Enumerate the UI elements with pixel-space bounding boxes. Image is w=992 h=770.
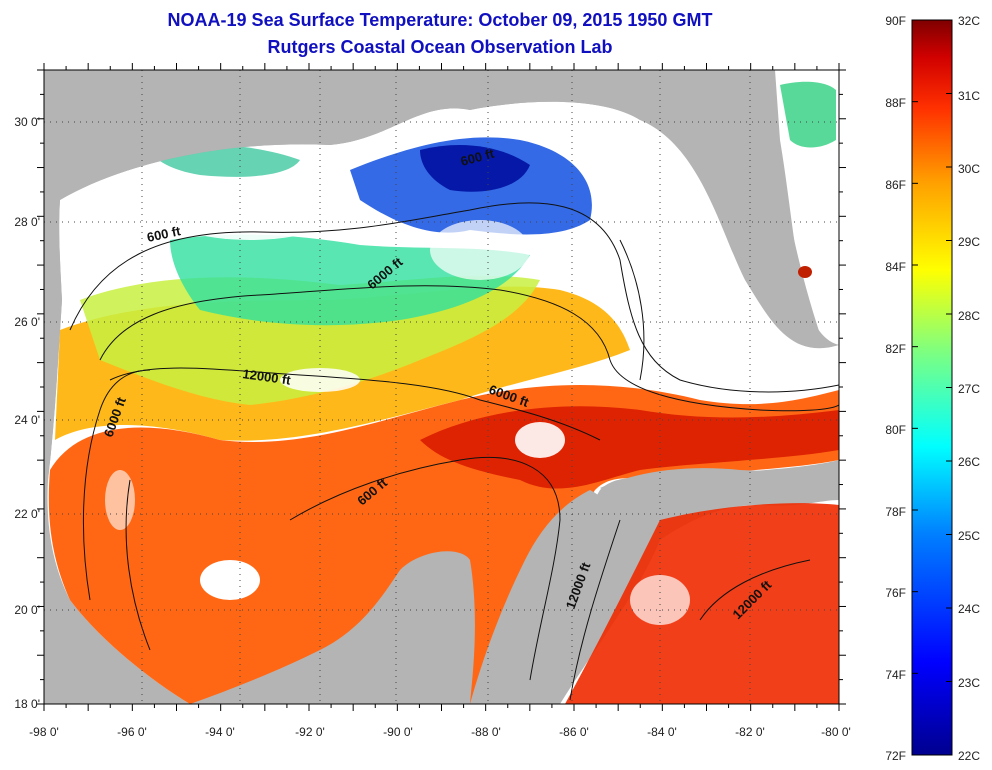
lat-tick-label: 22 0' bbox=[14, 507, 40, 521]
colorbar-f-label: 72F bbox=[885, 749, 906, 763]
colorbar-f-label: 74F bbox=[885, 668, 906, 682]
colorbar-c-label: 31C bbox=[958, 89, 980, 103]
contour-label: 600 ft bbox=[146, 223, 183, 245]
mexico-land bbox=[190, 551, 475, 704]
cloud-patch bbox=[430, 220, 530, 280]
texas-coast-land bbox=[44, 200, 62, 480]
colorbar-c-label: 27C bbox=[958, 382, 980, 396]
lon-tick-label: -90 0' bbox=[383, 725, 413, 739]
colorbar-f-label: 84F bbox=[885, 260, 906, 274]
colorbar-f-label: 78F bbox=[885, 505, 906, 519]
cloud-patch bbox=[160, 180, 340, 240]
cloud-patch bbox=[620, 180, 700, 300]
cloud-patch bbox=[200, 560, 260, 600]
lon-axis-labels: -98 0' -96 0' -94 0' -92 0' -90 0' -88 0… bbox=[29, 725, 851, 739]
colorbar-c-label: 22C bbox=[958, 749, 980, 763]
lon-tick-label: -96 0' bbox=[117, 725, 147, 739]
lon-tick-label: -94 0' bbox=[205, 725, 235, 739]
lon-tick-label: -80 0' bbox=[821, 725, 851, 739]
lon-tick-label: -84 0' bbox=[647, 725, 677, 739]
colorbar-c-label: 23C bbox=[958, 676, 980, 690]
map-body: 600 ft 600 ft 6000 ft 6000 ft 12000 ft 6… bbox=[44, 70, 839, 704]
contour-label: 12000 ft bbox=[242, 366, 293, 388]
lat-tick-label: 26 0' bbox=[14, 315, 40, 329]
sst-caribbean-warm bbox=[565, 503, 839, 704]
sst-coldest-north bbox=[420, 145, 530, 192]
colorbar-f-label: 86F bbox=[885, 178, 906, 192]
lat-tick-label: 24 0' bbox=[14, 413, 40, 427]
graticule bbox=[44, 70, 839, 704]
lat-tick-label: 18 0' bbox=[14, 697, 40, 711]
map-title: NOAA-19 Sea Surface Temperature: October… bbox=[167, 10, 713, 30]
colorbar-c-label: 26C bbox=[958, 455, 980, 469]
bathymetry-contours bbox=[69, 202, 839, 701]
colorbar-f-label: 88F bbox=[885, 96, 906, 110]
colorbar-c-label: 29C bbox=[958, 235, 980, 249]
lat-tick-label: 20 0' bbox=[14, 603, 40, 617]
lon-tick-label: -82 0' bbox=[735, 725, 765, 739]
lake-okeechobee bbox=[798, 266, 812, 278]
cloud-patch bbox=[515, 422, 565, 458]
us-coast-land bbox=[44, 70, 700, 210]
colorbar-f-label: 90F bbox=[885, 14, 906, 28]
lon-tick-label: -86 0' bbox=[559, 725, 589, 739]
yucatan-land bbox=[470, 490, 617, 704]
colorbar-f-label: 76F bbox=[885, 586, 906, 600]
lat-tick-label: 30 0' bbox=[14, 115, 40, 129]
colorbar-c-label: 30C bbox=[958, 162, 980, 176]
florida-land bbox=[700, 70, 822, 342]
lat-tick-label: 28 0' bbox=[14, 215, 40, 229]
colorbar-c-label: 28C bbox=[958, 309, 980, 323]
colorbar-f-label: 80F bbox=[885, 423, 906, 437]
lat-axis-labels: 18 0' 20 0' 22 0' 24 0' 26 0' 28 0' 30 0… bbox=[14, 115, 40, 711]
lon-tick-label: -98 0' bbox=[29, 725, 59, 739]
colorbar-c-label: 32C bbox=[958, 14, 980, 28]
map-subtitle: Rutgers Coastal Ocean Observation Lab bbox=[267, 37, 613, 57]
cloud-patch bbox=[280, 368, 360, 392]
cloud-patch bbox=[630, 575, 690, 625]
colorbar-c-label: 24C bbox=[958, 602, 980, 616]
cloud-patch bbox=[105, 470, 135, 530]
axis-ticks bbox=[37, 63, 846, 711]
lon-tick-label: -92 0' bbox=[295, 725, 325, 739]
colorbar-gradient bbox=[911, 19, 953, 756]
sst-atlantic-cool bbox=[780, 81, 836, 148]
colorbar-f-label: 82F bbox=[885, 342, 906, 356]
colorbar: 90F 88F 86F 84F 82F 80F 78F 76F 74F 72F … bbox=[885, 14, 980, 763]
lon-tick-label: -88 0' bbox=[471, 725, 501, 739]
colorbar-c-label: 25C bbox=[958, 529, 980, 543]
